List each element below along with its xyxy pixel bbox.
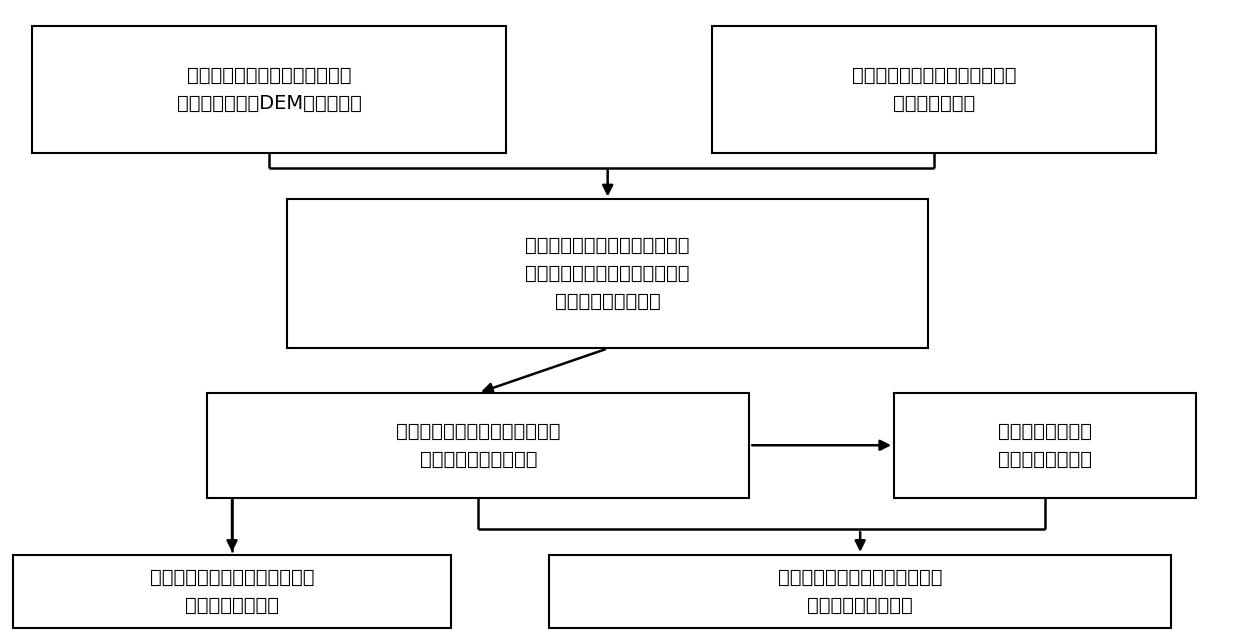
FancyBboxPatch shape: [32, 26, 506, 153]
FancyBboxPatch shape: [894, 393, 1195, 498]
Text: 确定湿地核心区需水量即湿地最
小生态环境需水量: 确定湿地核心区需水量即湿地最 小生态环境需水量: [150, 568, 314, 615]
FancyBboxPatch shape: [207, 393, 749, 498]
FancyBboxPatch shape: [549, 555, 1171, 628]
Text: 分区域湿地生态环境蓄水量计算
方法与计算公式的选择: 分区域湿地生态环境蓄水量计算 方法与计算公式的选择: [396, 422, 560, 469]
Text: 湿地生态环境需水量概念模型的
构建与内容分解: 湿地生态环境需水量概念模型的 构建与内容分解: [852, 66, 1017, 113]
FancyBboxPatch shape: [712, 26, 1156, 153]
Text: 湿地受纳污染物稀
释净化需水量判定: 湿地受纳污染物稀 释净化需水量判定: [998, 422, 1092, 469]
Text: 湿地生态水文格局的判定及核心
区与缓冲区的划分，确定湿地最
小范围与最适宜范围: 湿地生态水文格局的判定及核心 区与缓冲区的划分，确定湿地最 小范围与最适宜范围: [526, 237, 689, 311]
FancyBboxPatch shape: [14, 555, 450, 628]
FancyBboxPatch shape: [288, 199, 928, 349]
Text: 确定湿地适宜范围需水量即湿地
适宜生态环境需水量: 确定湿地适宜范围需水量即湿地 适宜生态环境需水量: [777, 568, 942, 615]
Text: 湿地水文气象资料、生物资料、
遥感影像资料及DEM资料的获取: 湿地水文气象资料、生物资料、 遥感影像资料及DEM资料的获取: [176, 66, 361, 113]
